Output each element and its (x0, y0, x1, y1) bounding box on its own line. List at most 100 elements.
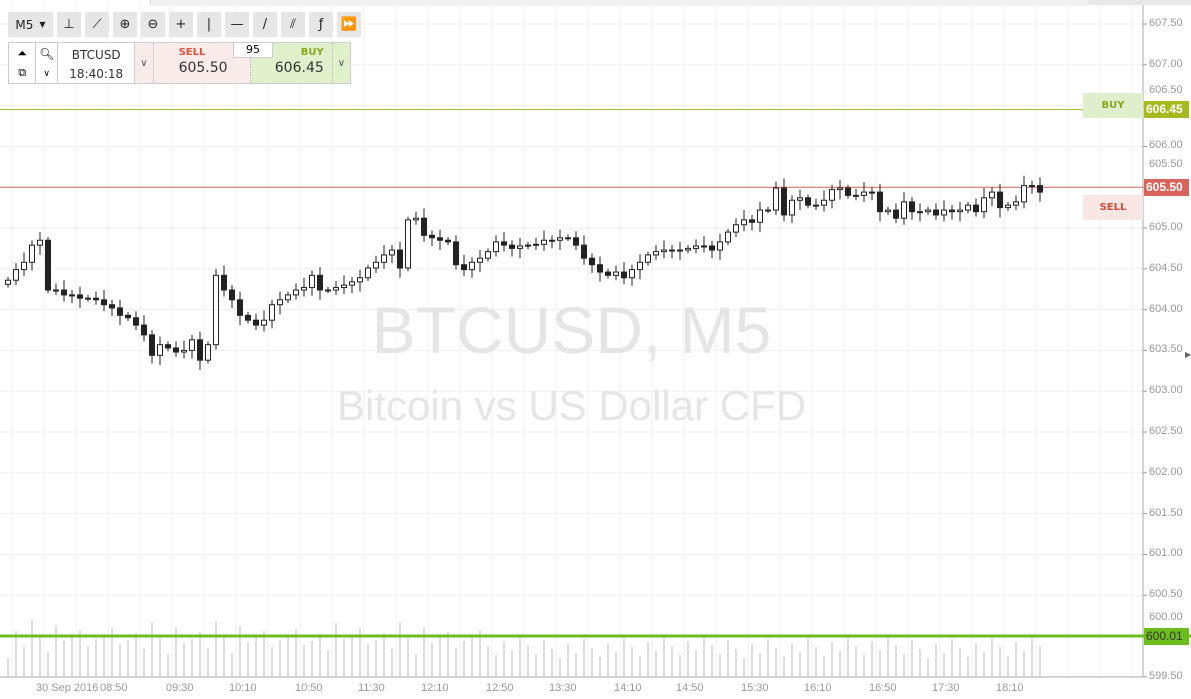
x-tick-label: 13:30 (549, 682, 577, 694)
vertical-line-button[interactable]: | (197, 12, 221, 37)
line-chart-button[interactable]: ⟋ (85, 12, 109, 37)
sell-options-chevron[interactable]: ∨ (135, 43, 154, 83)
candle-up (285, 294, 291, 301)
timeframe-label: M5 (15, 17, 34, 32)
horizontal-line-icon: — (230, 17, 244, 32)
candle-down (77, 294, 83, 299)
candle-down (597, 264, 603, 273)
candle-down (949, 209, 955, 213)
candle-up (813, 204, 819, 207)
popout-icon[interactable]: ⧉ (18, 66, 27, 80)
crosshair-icon: + (175, 17, 187, 32)
chevron-down-icon[interactable]: ∨ (43, 69, 51, 79)
candle-down (397, 249, 403, 269)
channel-icon: ⫽ (290, 17, 296, 32)
candle-down (93, 297, 99, 301)
y-tick-label: 602.50 (1149, 425, 1183, 437)
candle-down (165, 344, 171, 349)
buy-button[interactable]: BUY 606.45 (251, 43, 332, 83)
candle-up (557, 237, 563, 241)
candle-up (517, 245, 523, 249)
candle-up (693, 245, 699, 249)
candle-up (13, 269, 19, 281)
candle-up (53, 289, 59, 292)
x-tick-label: 15:30 (741, 682, 769, 694)
toolbar: M5 ▼ ⊥ ⟋ ⊕ ⊖ + | — / ⫽ ƒ ⏩ (8, 12, 361, 37)
candle-up (365, 267, 371, 279)
candle-down (509, 244, 515, 249)
candle-up (69, 294, 75, 297)
x-tick-label: 10:50 (295, 682, 323, 694)
buy-options-chevron[interactable]: ∨ (331, 43, 350, 83)
candle-down (1037, 185, 1043, 193)
candle-down (117, 307, 123, 316)
sell-price-tag: 605.50 (1144, 179, 1189, 196)
candle-down (437, 237, 443, 241)
trend-line-icon: / (262, 17, 268, 32)
x-tick-label: 16:10 (804, 682, 832, 694)
x-tick-label: 12:50 (486, 682, 514, 694)
candle-up (653, 251, 659, 256)
candle-down (709, 245, 715, 251)
candle-up (989, 191, 995, 199)
scroll-handle-icon[interactable]: ▶ (1185, 350, 1191, 359)
candle-down (621, 271, 627, 279)
candle-down (317, 274, 323, 291)
buy-line-label[interactable]: BUY (1083, 93, 1143, 118)
zoom-out-button[interactable]: ⊖ (141, 12, 165, 37)
candle-up (717, 241, 723, 251)
candle-up (685, 247, 691, 251)
candle-up (349, 281, 355, 286)
candle-up (1013, 201, 1019, 206)
candle-down (573, 237, 579, 246)
candle-up (629, 269, 635, 279)
channel-button[interactable]: ⫽ (281, 12, 305, 37)
x-tick-label: 12:10 (421, 682, 449, 694)
candle-up (869, 191, 875, 194)
candle-up (477, 257, 483, 263)
candle-down (125, 314, 131, 319)
y-tick-label: 599.50 (1149, 669, 1183, 682)
function-icon: ƒ (318, 17, 324, 32)
y-tick-label: 605.50 (1149, 158, 1183, 170)
crosshair-button[interactable]: + (169, 12, 193, 37)
bar-chart-button[interactable]: ⊥ (57, 12, 81, 37)
candle-down (237, 299, 243, 316)
sell-line-label[interactable]: SELL (1083, 195, 1143, 220)
quantity-input[interactable]: 95 (233, 42, 273, 58)
symbol-info[interactable]: BTCUSD 18:40:18 (58, 43, 136, 83)
fast-forward-button[interactable]: ⏩ (337, 12, 361, 37)
buy-price: 606.45 (274, 60, 324, 76)
candle-down (845, 187, 851, 196)
candle-up (677, 249, 683, 252)
timeframe-dropdown[interactable]: M5 ▼ (8, 12, 53, 37)
candle-up (213, 274, 219, 346)
zoom-in-button[interactable]: ⊕ (113, 12, 137, 37)
y-tick-label: 607.00 (1149, 57, 1183, 70)
horizontal-line-button[interactable]: — (225, 12, 249, 37)
candle-up (301, 287, 307, 291)
vertical-line-icon: | (206, 17, 212, 32)
collapse-icon[interactable]: ⏶ (17, 45, 27, 60)
candle-down (45, 239, 51, 291)
candle-down (781, 187, 787, 216)
candle-down (997, 191, 1003, 209)
candle-up (789, 199, 795, 216)
trend-line-button[interactable]: / (253, 12, 277, 37)
top-strip-right (1088, 0, 1191, 5)
candle-down (245, 314, 251, 321)
candle-down (429, 234, 435, 239)
candle-up (293, 289, 299, 296)
function-button[interactable]: ƒ (309, 12, 333, 37)
candle-up (701, 245, 707, 248)
candle-down (805, 197, 811, 206)
search-icon[interactable]: 🔍︎ (39, 47, 55, 61)
candle-up (541, 239, 547, 245)
candle-up (637, 261, 643, 271)
candle-up (733, 224, 739, 233)
candle-down (221, 274, 227, 291)
candle-down (973, 204, 979, 213)
candle-up (485, 251, 491, 259)
candle-up (325, 289, 331, 292)
